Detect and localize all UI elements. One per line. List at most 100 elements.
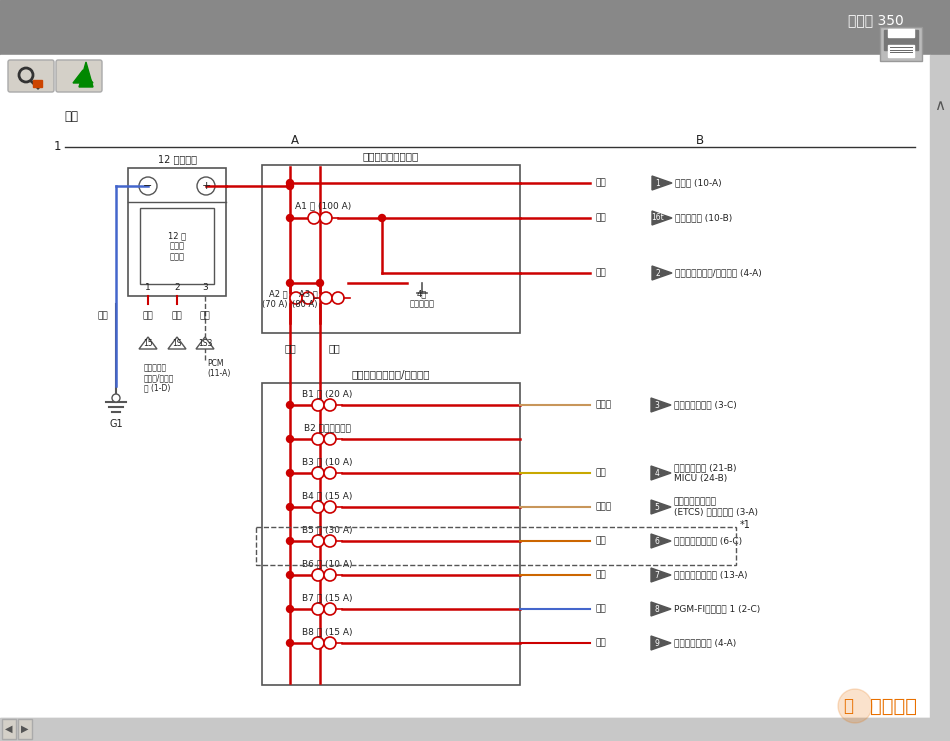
Text: A3 号
(80 A): A3 号 (80 A) [293, 289, 318, 309]
Bar [888, 29, 914, 37]
Text: 8: 8 [655, 605, 659, 614]
Polygon shape [652, 211, 672, 225]
Circle shape [316, 279, 324, 287]
Text: 黑色: 黑色 [98, 311, 108, 321]
Circle shape [112, 394, 120, 402]
Circle shape [324, 501, 336, 513]
Text: 红色: 红色 [142, 311, 153, 321]
Circle shape [324, 433, 336, 445]
Text: B4 号 (15 A): B4 号 (15 A) [302, 491, 352, 500]
Text: 浅棕色: 浅棕色 [595, 400, 611, 410]
Text: B1 号 (20 A): B1 号 (20 A) [302, 390, 352, 399]
Text: 1: 1 [656, 179, 660, 187]
Text: 16t: 16t [652, 213, 664, 222]
Text: A2 号
(70 A): A2 号 (70 A) [262, 289, 288, 309]
Bar [140, 208, 214, 284]
Text: 黑色: 黑色 [595, 179, 606, 187]
Circle shape [324, 603, 336, 615]
Circle shape [287, 571, 294, 579]
Polygon shape [651, 534, 671, 548]
Circle shape [287, 179, 294, 187]
Text: 1: 1 [145, 284, 151, 293]
Circle shape [287, 182, 294, 190]
Text: 橙色: 橙色 [595, 536, 606, 545]
Circle shape [378, 214, 386, 222]
Text: 6: 6 [655, 536, 659, 545]
Circle shape [287, 470, 294, 476]
Circle shape [139, 177, 157, 195]
Polygon shape [168, 337, 186, 349]
Circle shape [324, 467, 336, 479]
Text: B5 号 (30 A): B5 号 (30 A) [302, 525, 352, 534]
Text: −: − [143, 181, 153, 191]
Text: 刮水器电机继电器 (6-C): 刮水器电机继电器 (6-C) [674, 536, 742, 545]
Circle shape [838, 689, 872, 723]
Bar [0, 718, 930, 741]
Text: 仪表板下保险丝/继电器盒 (4-A): 仪表板下保险丝/继电器盒 (4-A) [675, 268, 762, 277]
Text: 配电: 配电 [64, 110, 78, 124]
Bar [0, 0, 950, 55]
Text: B2 号（未使用）: B2 号（未使用） [304, 424, 351, 433]
Text: B: B [696, 133, 704, 147]
Text: 浅棕色: 浅棕色 [595, 502, 611, 511]
Text: 蓝色: 蓝色 [284, 343, 295, 353]
Text: +: + [201, 181, 211, 191]
Circle shape [324, 637, 336, 649]
Text: 黑色: 黑色 [595, 213, 606, 222]
Bar [0, 718, 930, 741]
Text: 橙色: 橙色 [595, 571, 606, 579]
Bar [884, 30, 918, 50]
Text: 红色: 红色 [595, 639, 606, 648]
Text: 1S3: 1S3 [198, 339, 212, 348]
Text: 线路图 350: 线路图 350 [848, 13, 903, 27]
Text: B6 号 (10 A): B6 号 (10 A) [302, 559, 352, 568]
Text: 4: 4 [655, 468, 659, 477]
FancyBboxPatch shape [56, 60, 102, 92]
Polygon shape [651, 602, 671, 616]
Circle shape [312, 399, 324, 411]
Circle shape [302, 292, 314, 304]
Circle shape [287, 402, 294, 408]
Text: 汽修帮手: 汽修帮手 [870, 697, 917, 716]
Text: 12 伏
蓄电池
传感器: 12 伏 蓄电池 传感器 [168, 231, 186, 261]
Text: 当: 当 [843, 697, 853, 715]
Bar [18, 719, 32, 739]
Circle shape [320, 212, 332, 224]
Text: PGM-FI主继电器 1 (2-C): PGM-FI主继电器 1 (2-C) [674, 605, 760, 614]
Circle shape [287, 639, 294, 646]
Bar [256, 527, 736, 565]
Polygon shape [79, 62, 93, 87]
Text: 15: 15 [143, 339, 153, 348]
Text: PCM
(11-A): PCM (11-A) [207, 359, 230, 379]
Text: B7 号 (15 A): B7 号 (15 A) [302, 594, 352, 602]
Text: 黑色: 黑色 [328, 343, 340, 353]
Text: 4号
（未使用）: 4号 （未使用） [409, 289, 434, 309]
Circle shape [312, 467, 324, 479]
Text: 蓝色: 蓝色 [595, 605, 606, 614]
Circle shape [287, 436, 294, 442]
Circle shape [312, 501, 324, 513]
Text: 3: 3 [202, 284, 208, 293]
Polygon shape [139, 337, 157, 349]
Text: ▶: ▶ [21, 724, 28, 734]
Text: 1: 1 [53, 141, 61, 153]
Circle shape [287, 279, 294, 287]
Circle shape [290, 292, 302, 304]
Bar [33, 80, 42, 87]
Circle shape [324, 399, 336, 411]
Circle shape [287, 537, 294, 545]
Bar [128, 168, 226, 296]
Circle shape [332, 292, 344, 304]
Text: 5: 5 [655, 502, 659, 511]
Text: 大灯近光继电器 (3-C): 大灯近光继电器 (3-C) [674, 400, 737, 410]
Circle shape [287, 605, 294, 613]
Text: 发动机盖下保险丝/继电器盒: 发动机盖下保险丝/继电器盒 [352, 369, 430, 379]
Text: A: A [291, 133, 299, 147]
Circle shape [197, 177, 215, 195]
Text: 起动机 (10-A): 起动机 (10-A) [675, 179, 722, 187]
Text: *1: *1 [740, 520, 751, 530]
Polygon shape [73, 70, 93, 83]
Text: 交流发电机 (10-B): 交流发电机 (10-B) [675, 213, 732, 222]
Text: G1: G1 [109, 419, 123, 429]
Polygon shape [652, 176, 672, 190]
